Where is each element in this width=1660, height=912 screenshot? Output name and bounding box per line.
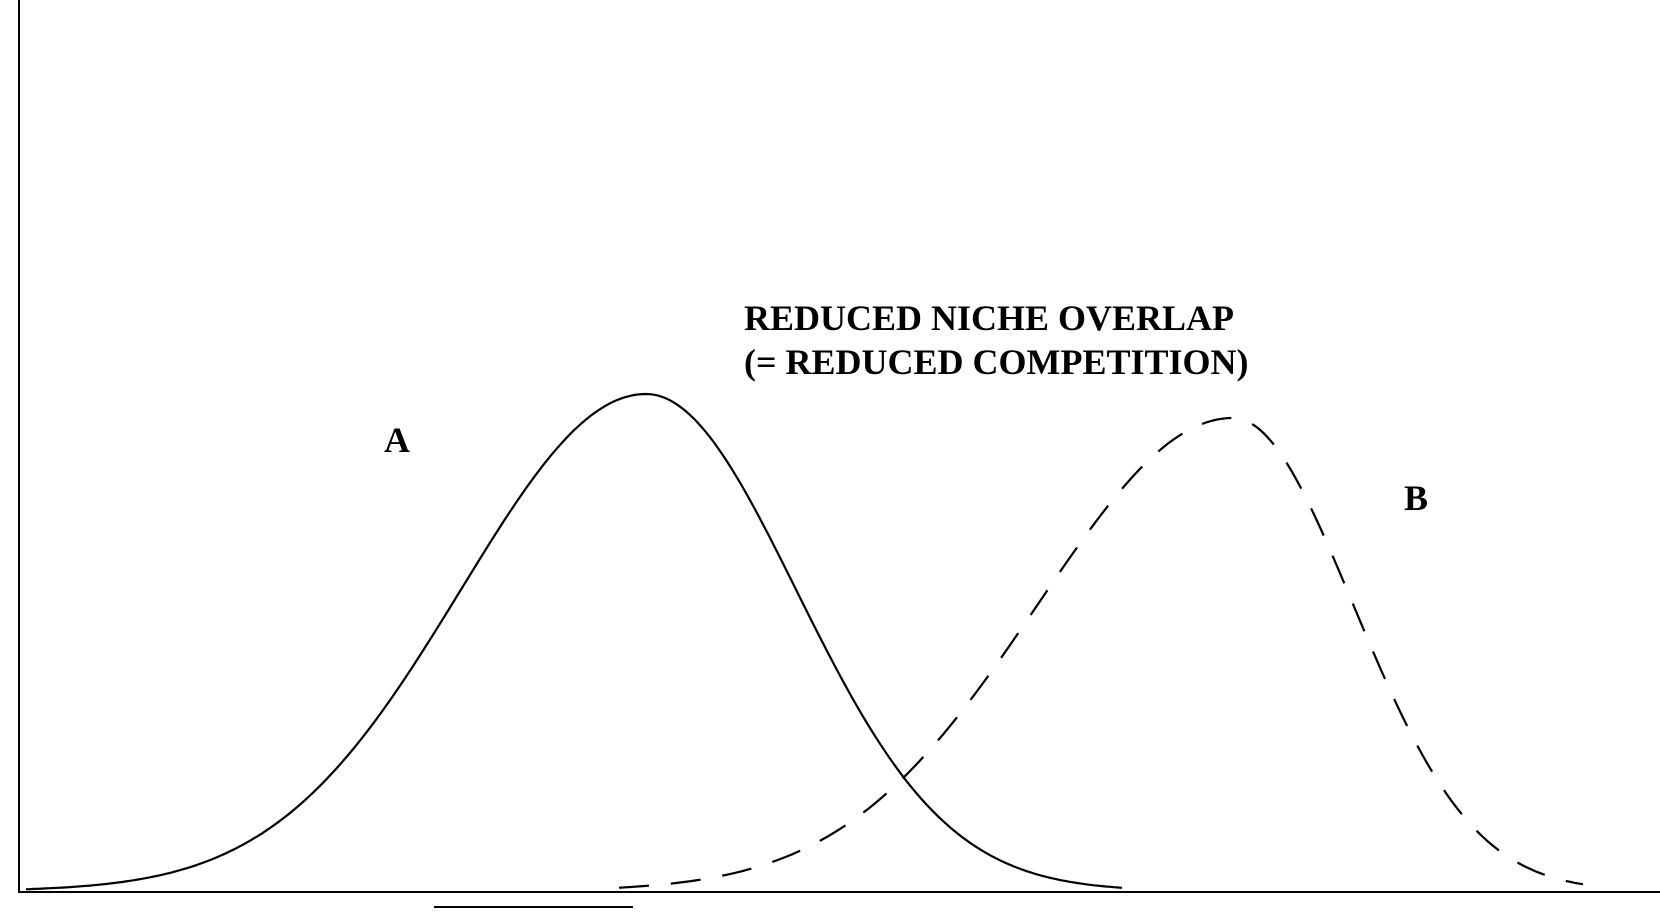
annotation-line: REDUCED NICHE OVERLAP — [744, 298, 1234, 338]
curve-label: A — [384, 420, 410, 460]
curve-label: B — [1404, 478, 1428, 518]
curve-b — [618, 416, 1584, 889]
curve-a — [25, 392, 1123, 891]
annotation-line: (= REDUCED COMPETITION) — [744, 342, 1249, 382]
